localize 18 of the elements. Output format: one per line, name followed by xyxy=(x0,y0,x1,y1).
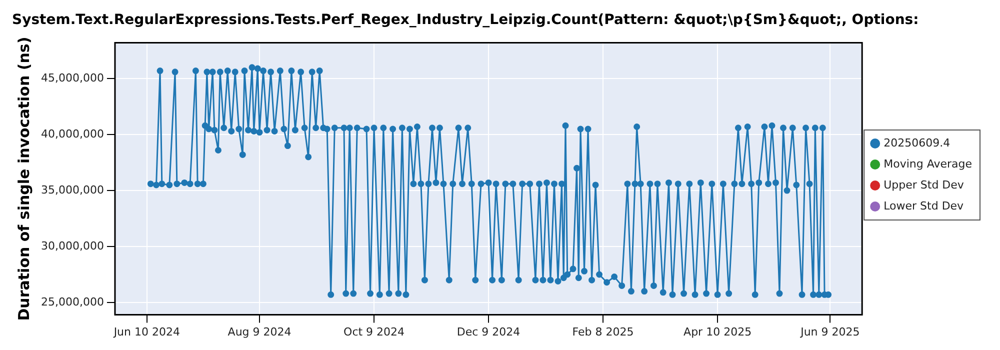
y-tick-label: 45,000,000 xyxy=(40,71,104,84)
chart-title: System.Text.RegularExpressions.Tests.Perf_Regex_Industry_Leipzig.Count(Pattern: &quot;\p{Sm}&quot;, Options: xyxy=(12,12,919,28)
y-tick-label: 25,000,000 xyxy=(40,295,104,308)
legend-label: 20250609.4 xyxy=(884,136,950,150)
x-tick-label: Jun 10 2024 xyxy=(112,325,180,338)
x-tick-label: Oct 9 2024 xyxy=(344,325,405,338)
y-tick-label: 30,000,000 xyxy=(40,239,104,252)
x-tick-label: Dec 9 2024 xyxy=(456,325,520,338)
legend-label: Lower Std Dev xyxy=(884,199,964,212)
x-tick-label: Aug 9 2024 xyxy=(228,325,292,338)
y-axis-title: Duration of single invocation (ns) xyxy=(14,36,33,321)
y-tick-label: 40,000,000 xyxy=(40,127,104,140)
legend-label: Moving Average xyxy=(884,157,972,170)
x-tick-label: Jun 9 2025 xyxy=(800,325,860,338)
y-tick-label: 35,000,000 xyxy=(40,183,104,196)
x-tick-label: Feb 8 2025 xyxy=(572,325,634,338)
x-tick-label: Apr 10 2025 xyxy=(684,325,752,338)
legend-label: Upper Std Dev xyxy=(884,178,964,192)
